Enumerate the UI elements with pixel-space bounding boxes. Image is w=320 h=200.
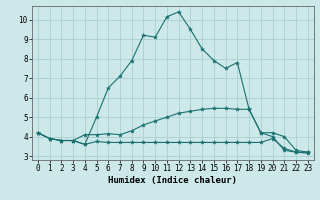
X-axis label: Humidex (Indice chaleur): Humidex (Indice chaleur)	[108, 176, 237, 185]
